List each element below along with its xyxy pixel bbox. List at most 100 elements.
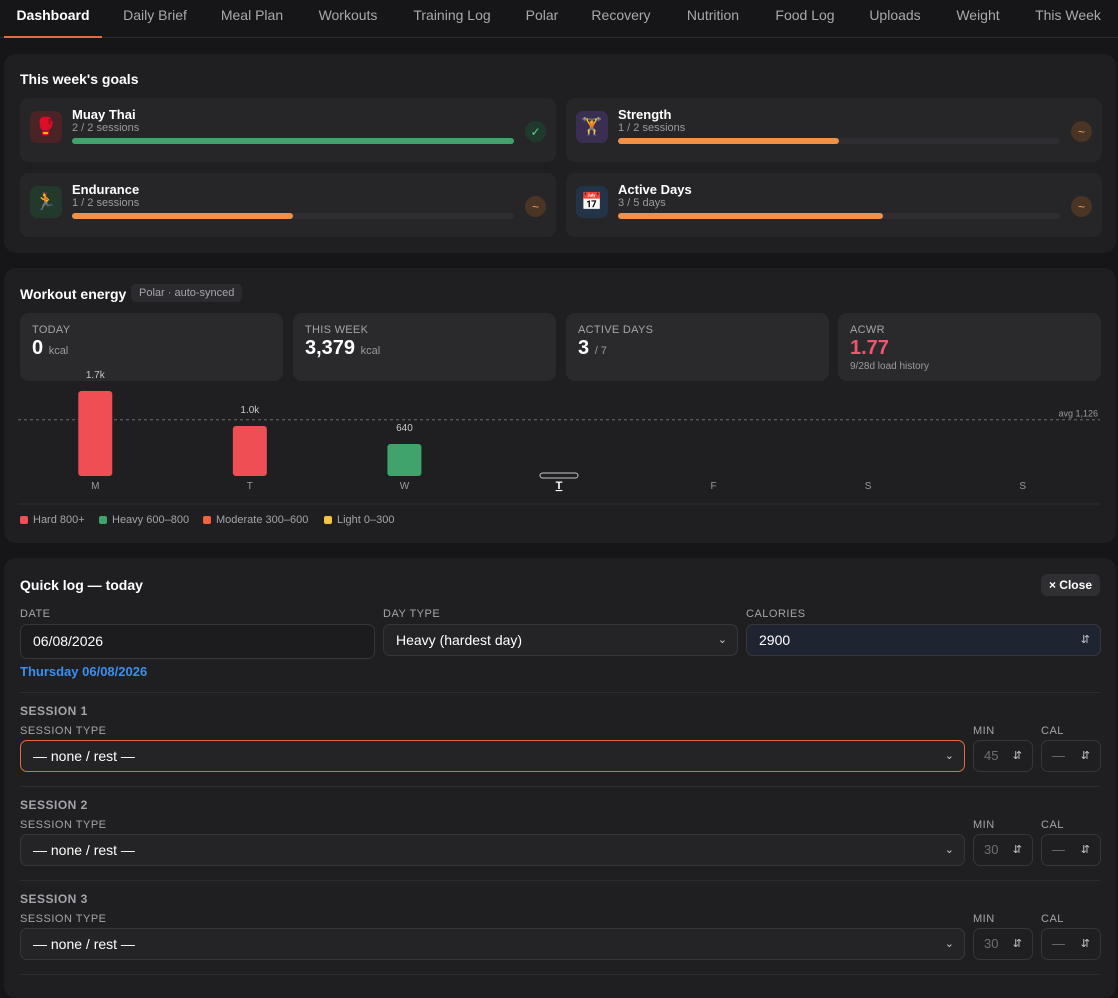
tab-weight[interactable]: Weight [956, 7, 1000, 23]
chevron-down-icon: ⌄ [944, 938, 954, 950]
date-input[interactable]: 06/08/2026 [20, 624, 375, 659]
min-input[interactable]: 30 ⇵ [973, 928, 1033, 960]
goal-muay-thai: 🥊 Muay Thai 2 / 2 sessions ✓ [20, 98, 556, 162]
cal-label: CAL [1041, 725, 1064, 737]
tab-dashboard[interactable]: Dashboard [4, 0, 102, 38]
quick-log-title: Quick log — today [20, 577, 143, 593]
goal-progress-track [618, 138, 1060, 144]
stepper-icon[interactable]: ⇵ [1012, 938, 1022, 950]
nav-tabs: Dashboard Daily Brief Meal Plan Workouts… [0, 0, 1118, 38]
tab-meal-plan[interactable]: Meal Plan [220, 7, 284, 23]
cal-label: CAL [1041, 819, 1064, 831]
session-type-select[interactable]: — none / rest — ⌄ [20, 928, 965, 960]
goal-strength: 🏋 Strength 1 / 2 sessions ~ [566, 98, 1102, 162]
energy-bar [539, 472, 579, 479]
partial-status-icon: ~ [1071, 196, 1092, 217]
partial-status-icon: ~ [525, 196, 546, 217]
session-type-select[interactable]: — none / rest — ⌄ [20, 740, 965, 772]
cal-label: CAL [1041, 913, 1064, 925]
close-button[interactable]: × Close [1040, 574, 1100, 596]
goal-progress-text: 3 / 5 days [618, 197, 666, 209]
legend-moderate: Moderate 300–600 [203, 514, 308, 526]
min-input[interactable]: 45 ⇵ [973, 740, 1033, 772]
quick-log-card: Quick log — today × Close DATE 06/08/202… [4, 558, 1116, 998]
tab-workouts[interactable]: Workouts [318, 7, 378, 23]
goal-name: Endurance [72, 182, 140, 197]
day-type-label: DAY TYPE [383, 608, 441, 620]
session-title: SESSION 1 [20, 704, 88, 718]
stat-label: ACWR [850, 324, 885, 336]
cal-input[interactable]: — ⇵ [1041, 740, 1101, 772]
cal-input[interactable]: — ⇵ [1041, 928, 1101, 960]
stepper-icon[interactable]: ⇵ [1080, 844, 1090, 856]
workout-energy-card: Workout energy Polar · auto-synced TODAY… [4, 268, 1116, 543]
min-input[interactable]: 30 ⇵ [973, 834, 1033, 866]
stat-value: 0 kcal [32, 337, 69, 359]
goal-endurance: 🏃 Endurance 1 / 2 sessions ~ [20, 173, 556, 237]
weightlifter-icon: 🏋 [576, 111, 608, 143]
calories-label: CALORIES [746, 608, 806, 620]
stepper-icon[interactable]: ⇵ [1080, 634, 1090, 646]
goal-progress-text: 2 / 2 sessions [72, 122, 140, 134]
day-tick-label: W [400, 481, 410, 492]
energy-bar [387, 444, 422, 476]
energy-bar [78, 391, 113, 476]
legend-swatch [203, 516, 211, 524]
tab-this-week[interactable]: This Week [1035, 7, 1101, 23]
legend-swatch [99, 516, 107, 524]
partial-status-icon: ~ [1071, 121, 1092, 142]
session-type-label: SESSION TYPE [20, 913, 107, 925]
stat-value: 1.77 [850, 337, 889, 359]
tab-uploads[interactable]: Uploads [869, 7, 921, 23]
goal-name: Muay Thai [72, 107, 136, 122]
tab-polar[interactable]: Polar [525, 7, 559, 23]
stat-acwr: ACWR 1.77 9/28d load history [838, 313, 1101, 381]
goal-name: Strength [618, 107, 672, 122]
legend-hard: Hard 800+ [20, 514, 85, 526]
stat-value: 3 / 7 [578, 337, 607, 359]
tab-nutrition[interactable]: Nutrition [686, 7, 740, 23]
legend-swatch [20, 516, 28, 524]
tab-daily-brief[interactable]: Daily Brief [123, 7, 187, 23]
chevron-down-icon: ⌄ [944, 750, 954, 762]
cal-input[interactable]: — ⇵ [1041, 834, 1101, 866]
stat-sub: 9/28d load history [850, 361, 929, 372]
goal-progress-text: 1 / 2 sessions [72, 197, 140, 209]
tab-food-log[interactable]: Food Log [775, 7, 835, 23]
min-label: MIN [973, 725, 995, 737]
goal-progress-fill [72, 138, 514, 144]
goal-progress-text: 1 / 2 sessions [618, 122, 686, 134]
goal-progress-fill [618, 213, 884, 219]
calories-input[interactable]: 2900 ⇵ [746, 624, 1101, 656]
stat-value: 3,379 kcal [305, 337, 381, 359]
session-title: SESSION 3 [20, 892, 88, 906]
stepper-icon[interactable]: ⇵ [1012, 750, 1022, 762]
bar-value-label: 1.0k [240, 405, 260, 416]
tab-training-log[interactable]: Training Log [413, 7, 491, 23]
legend-light: Light 0–300 [324, 514, 395, 526]
day-tick-label: F [711, 481, 717, 492]
daily-energy-chart: avg 1,126 1.7k M 1.0k T 640 W T F S S [18, 370, 1100, 505]
goal-name: Active Days [618, 182, 692, 197]
legend-swatch [324, 516, 332, 524]
stepper-icon[interactable]: ⇵ [1012, 844, 1022, 856]
min-label: MIN [973, 819, 995, 831]
goal-progress-track [618, 213, 1060, 219]
tab-recovery[interactable]: Recovery [591, 7, 651, 23]
chevron-down-icon: ⌄ [944, 844, 954, 856]
stat-label: TODAY [32, 324, 71, 336]
stepper-icon[interactable]: ⇵ [1080, 750, 1090, 762]
session-type-select[interactable]: — none / rest — ⌄ [20, 834, 965, 866]
source-badge: Polar · auto-synced [131, 284, 243, 302]
runner-icon: 🏃 [30, 186, 62, 218]
stat-today: TODAY 0 kcal [20, 313, 283, 381]
energy-title: Workout energy [20, 286, 127, 302]
stat-active-days: ACTIVE DAYS 3 / 7 [566, 313, 829, 381]
divider [20, 786, 1100, 787]
day-type-select[interactable]: Heavy (hardest day) ⌄ [383, 624, 738, 656]
date-hint: Thursday 06/08/2026 [20, 664, 148, 679]
energy-bar [232, 426, 267, 476]
stepper-icon[interactable]: ⇵ [1080, 938, 1090, 950]
session-type-label: SESSION TYPE [20, 725, 107, 737]
average-label: avg 1,126 [1058, 409, 1098, 419]
